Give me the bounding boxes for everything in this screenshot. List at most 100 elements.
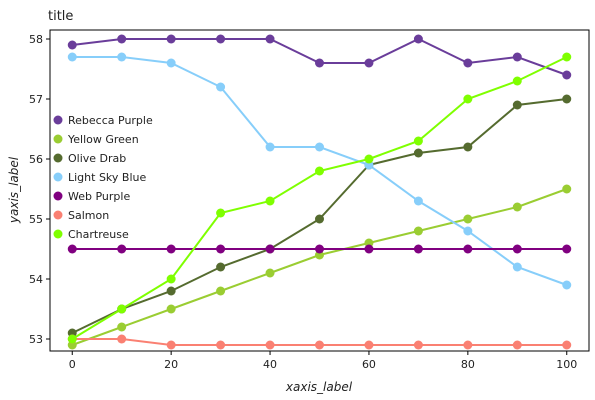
- legend-marker: [53, 229, 63, 239]
- data-point-chartreuse: [216, 208, 226, 218]
- data-point-salmon: [562, 340, 572, 350]
- data-point-olive-drab: [315, 214, 324, 224]
- y-tick-label: 55: [29, 213, 43, 226]
- legend-marker: [53, 172, 63, 182]
- data-point-salmon: [265, 340, 275, 350]
- data-point-chartreuse: [117, 304, 127, 314]
- data-point-rebecca-purple: [216, 34, 226, 44]
- data-point-web-purple: [265, 244, 275, 254]
- y-axis-label: yaxis_label: [7, 156, 21, 224]
- data-point-chartreuse: [512, 76, 522, 86]
- data-point-chartreuse: [364, 154, 374, 164]
- data-point-light-sky-blue: [463, 226, 473, 236]
- data-point-web-purple: [216, 244, 226, 254]
- data-point-light-sky-blue: [67, 52, 77, 62]
- legend-marker: [53, 191, 63, 201]
- data-point-web-purple: [67, 244, 77, 254]
- data-point-rebecca-purple: [413, 34, 423, 44]
- x-tick-label: 80: [461, 358, 475, 371]
- y-tick-label: 56: [29, 153, 43, 166]
- data-point-salmon: [512, 340, 522, 350]
- data-point-web-purple: [463, 244, 473, 254]
- data-point-yellow-green: [413, 226, 423, 236]
- data-point-olive-drab: [512, 100, 522, 110]
- data-point-web-purple: [562, 244, 572, 254]
- y-tick-label: 58: [29, 33, 43, 46]
- data-point-yellow-green: [216, 286, 226, 296]
- legend-label: Light Sky Blue: [68, 171, 146, 184]
- data-point-salmon: [315, 340, 324, 350]
- x-tick-label: 0: [69, 358, 76, 371]
- data-point-rebecca-purple: [512, 52, 522, 62]
- data-point-olive-drab: [463, 142, 473, 152]
- legend-marker: [53, 134, 63, 144]
- data-point-rebecca-purple: [463, 58, 473, 68]
- data-point-light-sky-blue: [315, 142, 324, 152]
- series-line-rebecca-purple: [72, 37, 568, 76]
- y-tick-label: 53: [29, 333, 43, 346]
- legend-marker: [53, 210, 63, 220]
- data-point-light-sky-blue: [117, 52, 127, 62]
- data-point-salmon: [166, 340, 176, 350]
- data-point-rebecca-purple: [315, 58, 324, 68]
- data-point-olive-drab: [166, 286, 176, 296]
- legend-label: Salmon: [68, 209, 109, 222]
- data-point-rebecca-purple: [265, 34, 275, 44]
- legend-marker: [53, 115, 63, 125]
- data-point-olive-drab: [413, 148, 423, 158]
- data-point-rebecca-purple: [364, 58, 374, 68]
- x-axis: 0 20 40 60 80 100: [69, 351, 577, 371]
- data-point-web-purple: [315, 244, 324, 254]
- data-point-salmon: [216, 340, 226, 350]
- x-tick-label: 100: [556, 358, 577, 371]
- series-line-yellow-green: [71, 188, 568, 346]
- data-point-web-purple: [512, 244, 522, 254]
- data-point-yellow-green: [117, 322, 127, 332]
- series-points: [67, 34, 572, 350]
- data-point-yellow-green: [463, 214, 473, 224]
- data-point-salmon: [463, 340, 473, 350]
- data-point-light-sky-blue: [265, 142, 275, 152]
- data-point-yellow-green: [265, 268, 275, 278]
- x-tick-label: 40: [263, 358, 277, 371]
- data-point-salmon: [117, 334, 127, 344]
- legend: Rebecca Purple Yellow Green Olive Drab Ligh…: [53, 114, 153, 241]
- data-point-web-purple: [413, 244, 423, 254]
- legend-marker: [53, 153, 63, 163]
- legend-label: Web Purple: [68, 190, 130, 203]
- data-point-yellow-green: [512, 202, 522, 212]
- y-axis: 53 54 55 56 57 58: [29, 33, 50, 346]
- legend-label: Rebecca Purple: [68, 114, 153, 127]
- data-point-light-sky-blue: [413, 196, 423, 206]
- data-point-web-purple: [117, 244, 127, 254]
- data-point-web-purple: [364, 244, 374, 254]
- data-point-light-sky-blue: [216, 82, 226, 92]
- x-tick-label: 60: [362, 358, 376, 371]
- x-axis-label: xaxis_label: [285, 380, 353, 394]
- data-point-chartreuse: [562, 52, 572, 62]
- data-point-web-purple: [166, 244, 176, 254]
- y-tick-label: 54: [29, 273, 43, 286]
- x-tick-label: 20: [164, 358, 178, 371]
- data-point-rebecca-purple: [67, 40, 77, 50]
- data-point-chartreuse: [463, 94, 473, 104]
- chart-title: title: [48, 9, 73, 24]
- data-point-rebecca-purple: [117, 34, 127, 44]
- data-point-salmon: [364, 340, 374, 350]
- data-point-light-sky-blue: [562, 280, 572, 290]
- data-point-chartreuse: [67, 334, 77, 344]
- series-line-chartreuse: [71, 56, 568, 340]
- data-point-olive-drab: [562, 94, 572, 104]
- y-tick-label: 57: [29, 93, 43, 106]
- data-point-rebecca-purple: [562, 70, 572, 80]
- data-point-chartreuse: [413, 136, 423, 146]
- legend-label: Olive Drab: [68, 152, 126, 165]
- data-point-chartreuse: [166, 274, 176, 284]
- data-point-yellow-green: [166, 304, 176, 314]
- plot-frame: [49, 29, 590, 352]
- data-point-salmon: [413, 340, 423, 350]
- data-point-chartreuse: [265, 196, 275, 206]
- legend-label: Yellow Green: [67, 133, 139, 146]
- legend-label: Chartreuse: [68, 228, 129, 241]
